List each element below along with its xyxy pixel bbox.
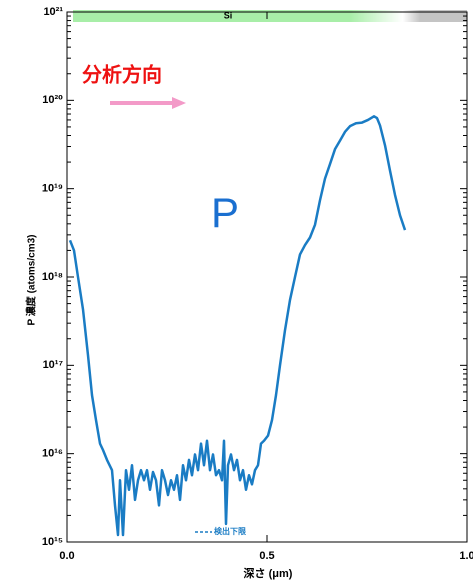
detection-limit-label: 検出下限 xyxy=(214,526,246,536)
plot-frame xyxy=(66,11,468,543)
layer-band-fade xyxy=(350,10,467,22)
x-tick-label: 0.0 xyxy=(59,550,74,562)
layer-band xyxy=(73,10,350,22)
y-tick-label: 10¹⁹ xyxy=(42,183,63,195)
band-label: Si xyxy=(224,10,233,20)
direction-label: 分析方向 xyxy=(82,62,162,86)
y-tick-label: 10¹⁷ xyxy=(43,359,64,371)
x-tick-label: 1.0 xyxy=(459,550,473,562)
element-label: P xyxy=(211,189,239,236)
direction-arrow-head xyxy=(172,97,186,109)
y-tick-label: 10¹⁶ xyxy=(42,448,63,460)
y-axis-label: P 濃度 (atoms/cm3) xyxy=(25,235,38,326)
y-tick-label: 10¹⁸ xyxy=(42,271,63,283)
y-tick-label: 10¹⁵ xyxy=(42,536,63,548)
x-axis-label: 深さ (μm) xyxy=(244,566,293,580)
y-tick-label: 10²⁰ xyxy=(42,94,63,106)
x-tick-label: 0.5 xyxy=(259,550,274,562)
y-tick-label: 10²¹ xyxy=(43,6,63,18)
data-line xyxy=(68,115,407,537)
